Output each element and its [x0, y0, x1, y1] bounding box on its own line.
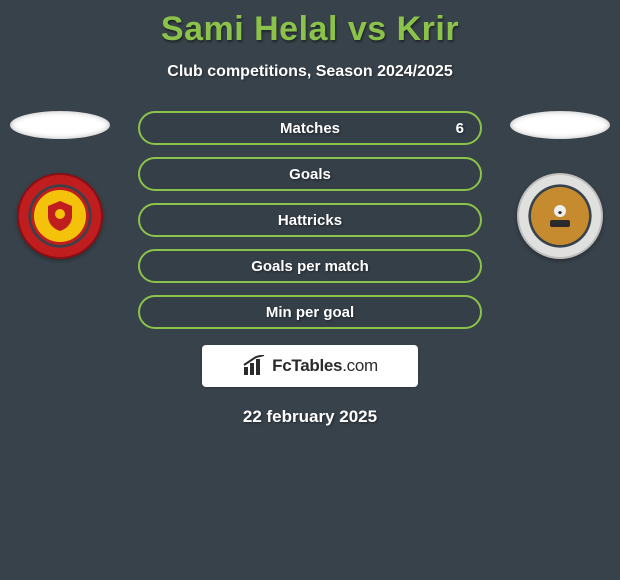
page-title: Sami Helal vs Krir [0, 0, 620, 49]
stat-label: Matches [280, 120, 340, 137]
brand-name: FcTables [272, 356, 342, 375]
chart-icon [242, 355, 268, 377]
stat-row-hattricks: Hattricks [138, 203, 482, 237]
branding-badge: FcTables.com [202, 345, 418, 387]
crest-icon [540, 196, 580, 236]
stat-row-goals: Goals [138, 157, 482, 191]
badge-right-core [531, 187, 589, 245]
badge-right-inner [517, 173, 603, 259]
club-badge-right [510, 166, 610, 266]
stat-rows: Matches 6 Goals Hattricks Goals per matc… [138, 111, 482, 341]
stat-right-value: 6 [456, 120, 464, 137]
player-slot-left [10, 111, 110, 139]
badge-left-core [31, 187, 89, 245]
club-badge-left [10, 166, 110, 266]
brand-text: FcTables.com [272, 356, 378, 376]
stat-row-matches: Matches 6 [138, 111, 482, 145]
brand-suffix: .com [342, 356, 378, 375]
stat-label: Goals per match [251, 258, 369, 275]
stat-label: Goals [289, 166, 331, 183]
subtitle: Club competitions, Season 2024/2025 [0, 63, 620, 81]
badge-left-inner [17, 173, 103, 259]
stat-row-min-per-goal: Min per goal [138, 295, 482, 329]
stat-label: Min per goal [266, 304, 354, 321]
stat-label: Hattricks [278, 212, 342, 229]
date-text: 22 february 2025 [0, 407, 620, 427]
crest-icon [42, 198, 78, 234]
comparison-panel: Matches 6 Goals Hattricks Goals per matc… [0, 111, 620, 331]
stat-row-goals-per-match: Goals per match [138, 249, 482, 283]
player-slot-right [510, 111, 610, 139]
